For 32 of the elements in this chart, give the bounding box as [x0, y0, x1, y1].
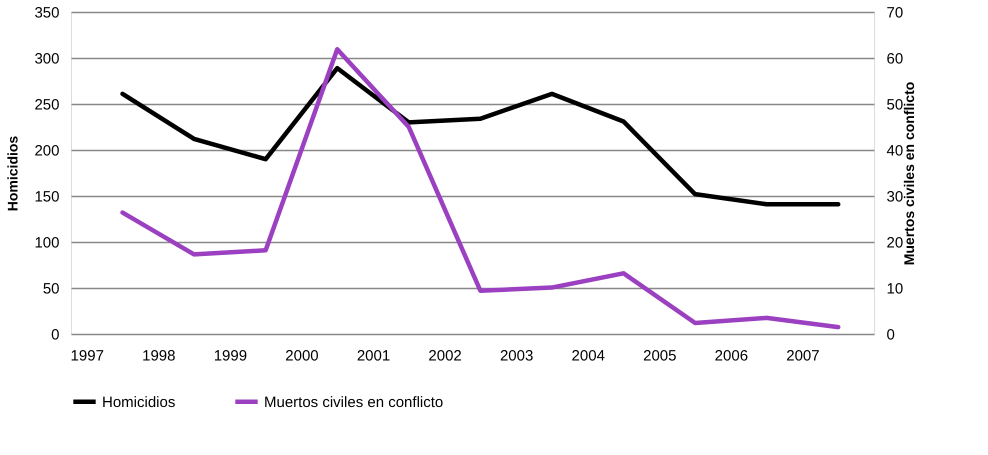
y2-tick-label: 70 [886, 4, 904, 22]
x-tick-label: 1998 [142, 348, 176, 364]
x-tick-label: 1999 [214, 348, 248, 364]
y2-tick-label: 0 [886, 326, 895, 344]
legend-label: Muertos civiles en conflicto [264, 394, 444, 411]
x-tick-label: 2004 [572, 348, 605, 364]
x-tick-label: 2000 [285, 348, 319, 364]
x-tick-label: 1997 [70, 348, 104, 364]
y-tick-label: 300 [34, 50, 60, 68]
y-axis-title: Homicidios [4, 136, 20, 212]
y-tick-label: 200 [34, 142, 60, 160]
line-series [120, 47, 840, 330]
x-tick-label: 2002 [428, 348, 462, 364]
x-tick-label: 2005 [643, 348, 676, 364]
x-tick-label: 2007 [786, 348, 820, 364]
y-tick-label: 150 [34, 188, 60, 206]
y2-tick-label: 10 [886, 280, 904, 298]
y2-tick-label: 40 [886, 142, 904, 160]
x-tick-label: 2003 [500, 348, 534, 364]
y-tick-label: 250 [34, 96, 60, 114]
y2-tick-label: 30 [886, 188, 904, 206]
x-tick-label: 2006 [714, 348, 748, 364]
y-tick-label: 50 [42, 280, 60, 298]
y-tick-label: 100 [34, 234, 60, 252]
y2-tick-label: 60 [886, 50, 904, 68]
y-tick-label: 0 [51, 326, 60, 344]
y-tick-label: 350 [34, 4, 60, 22]
x-tick-label: 2001 [356, 348, 390, 364]
legend-label: Homicidios [102, 394, 176, 411]
y2-tick-label: 20 [886, 234, 904, 252]
line-series [120, 66, 840, 207]
y2-tick-label: 50 [886, 96, 904, 114]
